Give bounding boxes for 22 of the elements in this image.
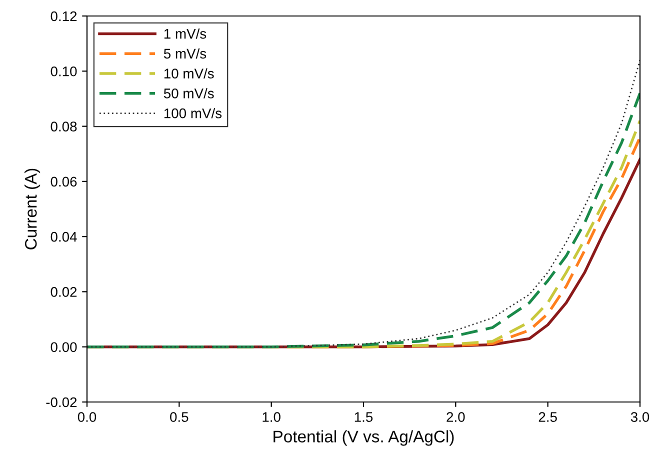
legend-label: 100 mV/s	[164, 108, 222, 118]
x-tick-label: 1.5	[354, 412, 373, 422]
y-tick-label: 0.10	[50, 66, 77, 76]
x-tick-label: 2.0	[446, 412, 465, 422]
legend-label: 1 mV/s	[164, 28, 206, 39]
y-tick-label: 0.02	[50, 287, 77, 297]
x-tick-label: 3.0	[630, 412, 650, 422]
legend-label: 5 mV/s	[164, 48, 206, 59]
y-tick-label: 0.08	[50, 122, 77, 132]
legend-label: 10 mV/s	[164, 68, 214, 78]
y-tick-label: 0.06	[50, 176, 77, 187]
x-tick-label: 2.5	[538, 412, 557, 422]
y-axis-title: Current (A)	[24, 168, 40, 250]
x-tick-label: 0.0	[78, 412, 96, 422]
x-tick-label: 0.5	[170, 412, 188, 422]
x-axis-title: Potential (V vs. Ag/AgCl)	[274, 430, 454, 446]
y-tick-label: 0.04	[50, 232, 77, 242]
y-tick-label: -0.02	[46, 397, 77, 408]
y-tick-label: 0.12	[50, 11, 77, 22]
x-tick-label: 1.0	[262, 412, 280, 422]
legend-label: 50 mV/s	[164, 88, 214, 98]
y-tick-label: 0.00	[50, 342, 77, 352]
